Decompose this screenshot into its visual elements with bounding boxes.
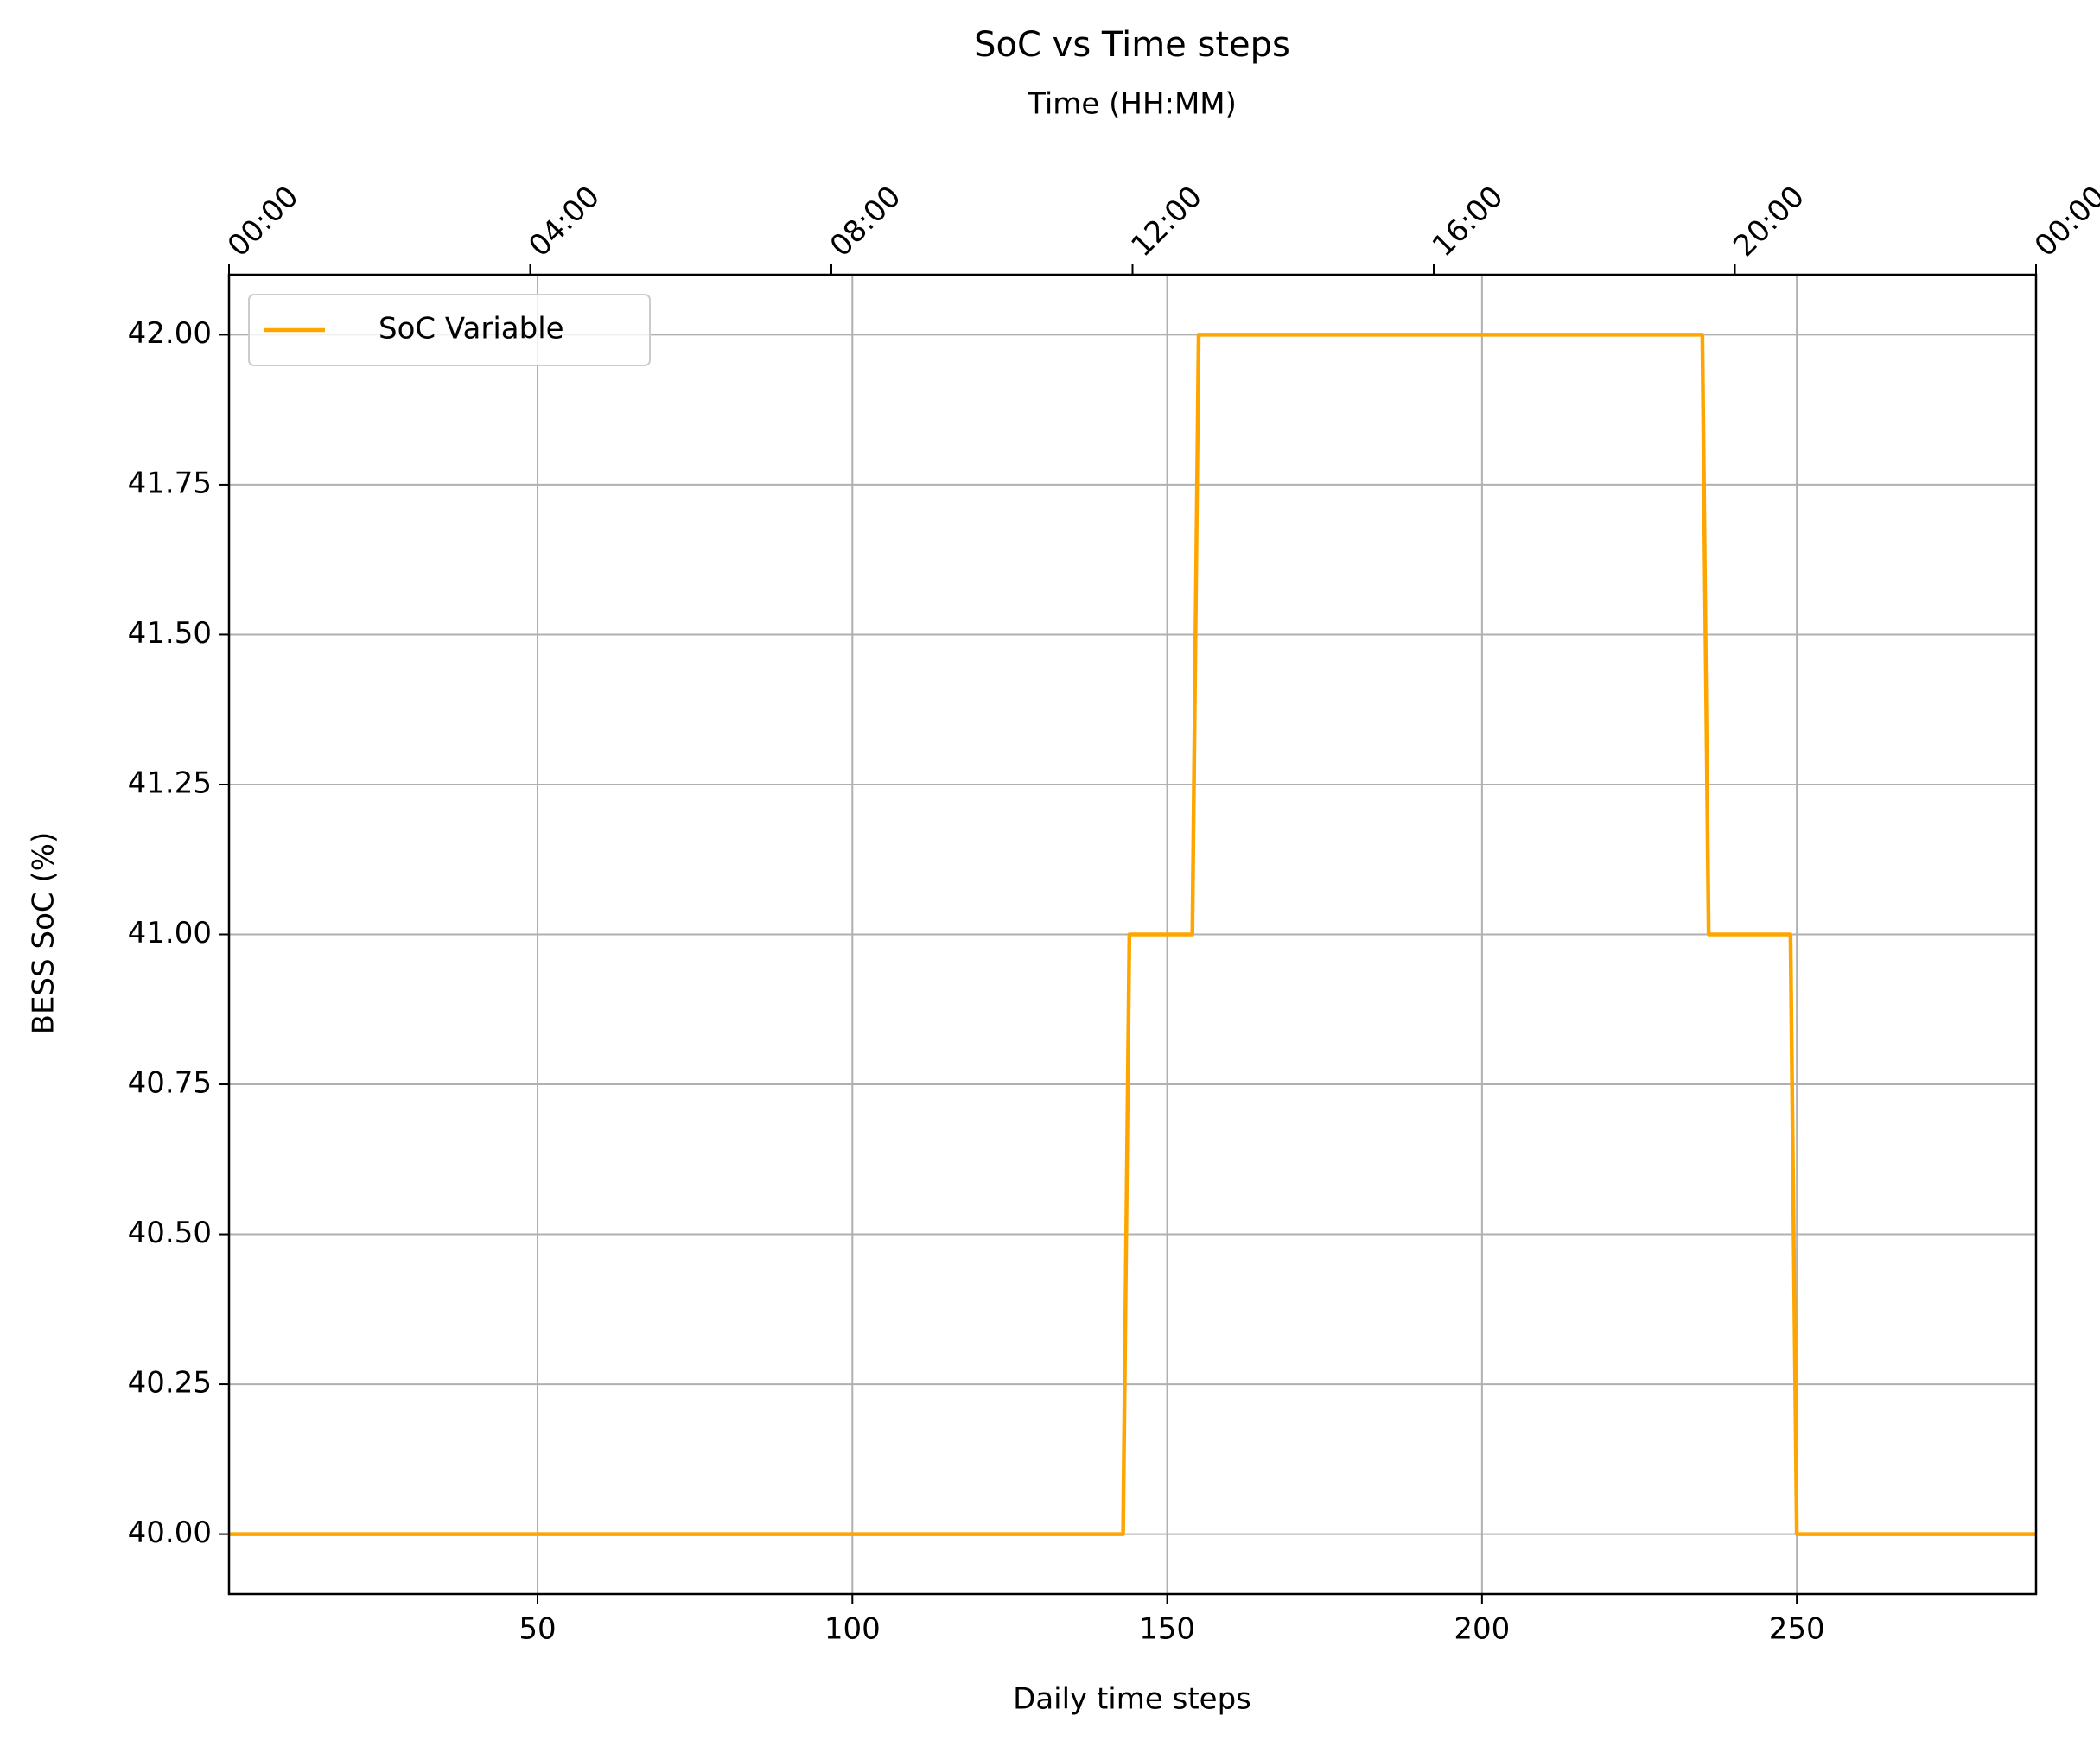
- x2-tick-label: 20:00: [1727, 180, 1811, 264]
- x-tick-label: 100: [824, 1612, 881, 1647]
- y-tick-label: 40.75: [128, 1066, 212, 1101]
- x2-tick-label: 00:00: [2028, 180, 2100, 264]
- chart-title: SoC vs Time steps: [974, 25, 1290, 65]
- y-axis-label: BESS SoC (%): [27, 832, 61, 1035]
- x2-tick-label: 08:00: [824, 180, 908, 264]
- y-tick-label: 41.75: [128, 466, 212, 500]
- legend-label: SoC Variable: [379, 312, 564, 346]
- x-axis-label: Daily time steps: [1013, 1682, 1251, 1717]
- y-tick-label: 40.50: [128, 1216, 212, 1250]
- plot-frame: [227, 273, 2038, 1596]
- x2-tick-label: 12:00: [1124, 180, 1209, 264]
- x-tick-label: 50: [519, 1612, 556, 1647]
- x-tick-label: 150: [1139, 1612, 1195, 1647]
- x2-tick-label: 04:00: [522, 180, 607, 264]
- y-tick-label: 40.00: [128, 1515, 212, 1550]
- x2-axis-label: Time (HH:MM): [1027, 87, 1237, 122]
- x2-tick-label: 16:00: [1426, 180, 1511, 264]
- y-tick-label: 40.25: [128, 1366, 212, 1401]
- y-tick-label: 41.25: [128, 766, 212, 800]
- y-tick-label: 41.50: [128, 616, 212, 651]
- line-series: [229, 333, 2036, 1536]
- legend-box: [248, 294, 651, 366]
- y-tick-label: 42.00: [128, 316, 212, 351]
- y-tick-label: 41.00: [128, 916, 212, 950]
- x-tick-label: 250: [1769, 1612, 1825, 1647]
- x-tick-label: 200: [1454, 1612, 1510, 1647]
- x2-tick-label: 00:00: [221, 180, 306, 264]
